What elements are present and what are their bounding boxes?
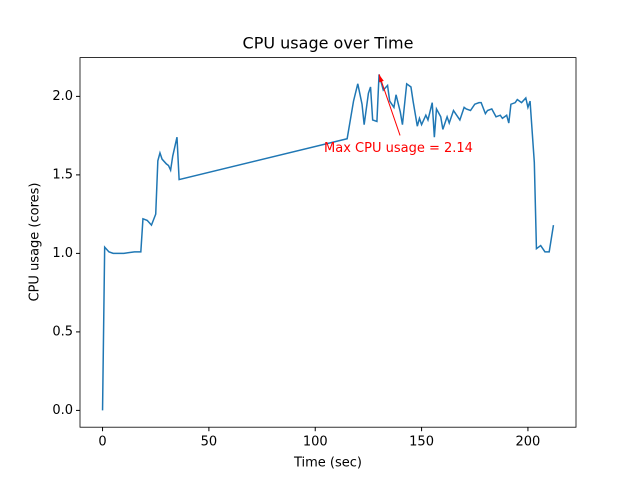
y-tick-label: 1.5: [52, 167, 73, 182]
y-axis-label: CPU usage (cores): [28, 183, 43, 302]
annotation-arrowhead: [379, 74, 384, 83]
y-tick-label: 1.0: [52, 246, 73, 261]
x-tick-label: 200: [516, 435, 541, 450]
x-tick-label: 150: [409, 435, 434, 450]
data-line: [101, 74, 555, 411]
y-tick-label: 0.5: [52, 324, 73, 339]
annotation-arrow: [378, 74, 401, 136]
x-tick-label: 50: [201, 435, 218, 450]
plot-frame: [79, 57, 577, 428]
x-axis-label: Time (sec): [293, 456, 362, 471]
annotation-text: Max CPU usage = 2.14: [324, 141, 473, 156]
x-tick-label: 0: [98, 435, 106, 450]
y-tick-label: 2.0: [52, 89, 73, 104]
y-tick-label: 0.0: [52, 403, 73, 418]
x-tick-label: 100: [303, 435, 328, 450]
chart-title: CPU usage over Time: [243, 34, 414, 53]
